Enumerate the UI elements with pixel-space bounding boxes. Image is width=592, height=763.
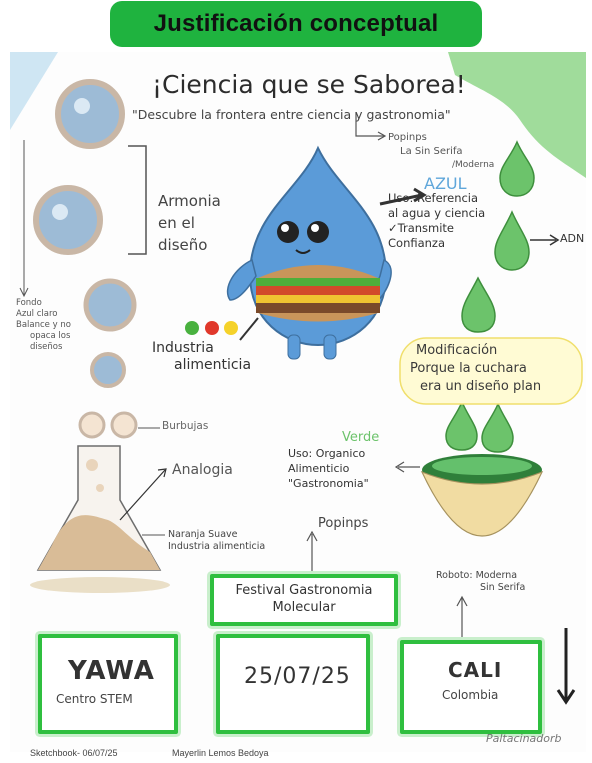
roboto-line-1: Roboto: Moderna	[436, 570, 518, 581]
blue-line-3: ✓Transmite	[388, 221, 455, 235]
modification-text: Modificación Porque la cuchara era un di…	[410, 342, 580, 396]
corner-blue-shape	[10, 52, 58, 130]
harmony-line-2: en el	[158, 214, 195, 232]
bubble-group-left	[33, 79, 137, 388]
festival-line-2: Molecular	[272, 600, 336, 615]
green-line-1: Uso: Organico	[288, 447, 366, 460]
industry-line-1: Industria	[152, 340, 214, 356]
headline: ¡Ciencia que se Saborea!	[152, 70, 466, 99]
modification-line-1: Modificación	[416, 343, 498, 358]
drop-arrow	[379, 193, 423, 206]
footer-sketchbook: Sketchbook- 06/07/25	[30, 748, 118, 758]
harmony-bracket	[128, 145, 147, 255]
left-note-5: diseños	[30, 342, 63, 352]
analogy-label: Analogia	[172, 462, 233, 478]
yawa-box: YAWA Centro STEM	[38, 634, 178, 734]
roboto-line-2: Sin Serifa	[480, 582, 526, 593]
green-drops	[445, 140, 535, 453]
industry-line-2: alimenticia	[174, 357, 252, 373]
city-name: CALI	[448, 658, 503, 682]
yawa-title: YAWA	[68, 656, 155, 686]
event-date: 25/07/25	[244, 664, 351, 689]
corner-green-shape	[448, 52, 586, 178]
subline: "Descubre la frontera entre ciencia y ga…	[132, 107, 451, 122]
orange-note: Naranja Suave Industria alimenticia	[168, 529, 265, 553]
popinps-label: Popinps	[318, 516, 369, 531]
blue-line-2: al agua y ciencia	[388, 206, 486, 220]
adn-label: ADN	[560, 232, 585, 245]
font-note-name: Popinps	[388, 132, 427, 143]
left-note-3: Balance y no	[16, 320, 71, 330]
green-dot	[185, 321, 199, 335]
bowl-illustration	[420, 454, 544, 537]
festival-line-1: Festival Gastronomia	[235, 583, 373, 598]
left-note: Fondo Azul claro Balance y no opaca los …	[16, 298, 71, 353]
green-line-3: "Gastronomia"	[288, 477, 369, 490]
city-box: CALI Colombia	[400, 640, 542, 734]
modification-line-3: era un diseño plan	[420, 379, 542, 394]
blue-label: AZUL	[424, 174, 467, 193]
flask-illustration	[30, 445, 170, 593]
footer-author: Mayerlin Lemos Bedoya	[172, 748, 269, 758]
yawa-subtitle: Centro STEM	[56, 692, 133, 706]
harmony-text: Armonia en el diseño	[158, 190, 221, 256]
orange-line-1: Naranja Suave	[168, 529, 238, 540]
country-name: Colombia	[442, 688, 499, 702]
modification-highlight	[399, 337, 583, 405]
drop-mascot	[226, 145, 392, 360]
red-dot	[205, 321, 219, 335]
orange-line-2: Industria alimenticia	[168, 541, 266, 552]
harmony-line-1: Armonia	[158, 192, 221, 210]
left-note-1: Fondo	[16, 298, 42, 308]
festival-box: Festival Gastronomia Molecular	[210, 574, 398, 626]
page-title: Justificación conceptual	[153, 10, 439, 37]
font-note-line1: La Sin Serifa	[400, 146, 463, 157]
blue-line-1: Uso: Referencia	[388, 191, 479, 205]
harmony-line-3: diseño	[158, 236, 208, 254]
roboto-note: Roboto: Moderna Sin Serifa	[436, 570, 525, 594]
left-note-4: opaca los	[30, 331, 71, 341]
modification-line-2: Porque la cuchara	[410, 361, 527, 376]
signature: Paltacinadorb	[486, 732, 562, 745]
industry-text: Industria alimenticia	[152, 340, 251, 374]
bubbles-label: Burbujas	[162, 420, 209, 432]
green-label: Verde	[342, 430, 380, 445]
yellow-dot	[224, 321, 238, 335]
blue-line-4: Confianza	[388, 236, 446, 250]
blue-description: Uso: Referencia al agua y ciencia ✓Trans…	[388, 191, 485, 251]
date-box: 25/07/25	[216, 634, 370, 734]
title-banner: Justificación conceptual	[110, 1, 482, 47]
flask-bubble	[78, 411, 106, 439]
green-description: Uso: Organico Alimenticio "Gastronomia"	[288, 446, 369, 491]
green-line-2: Alimenticio	[288, 462, 350, 475]
font-note-line2: /Moderna	[452, 160, 495, 170]
left-note-2: Azul claro	[16, 309, 58, 319]
